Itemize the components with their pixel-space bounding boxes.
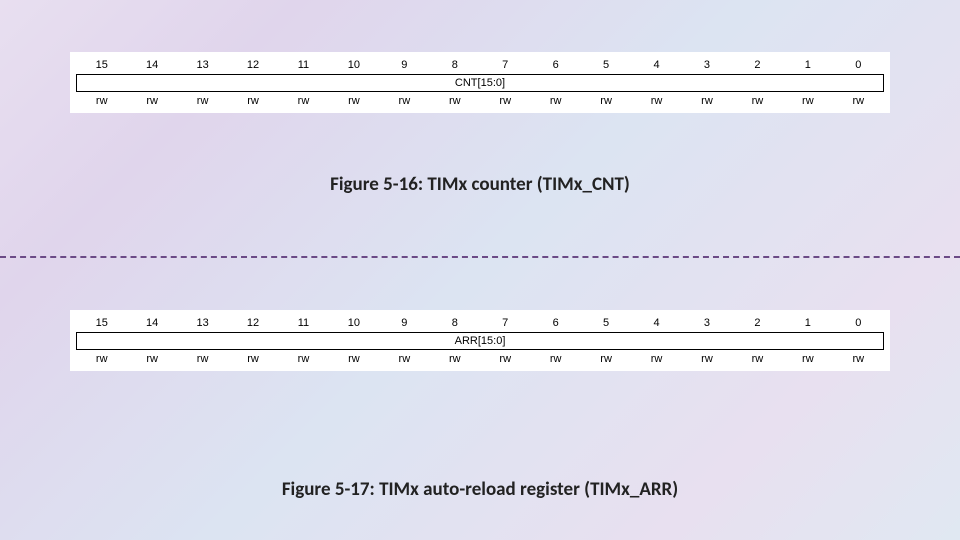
register-table-cnt: 15 14 13 12 11 10 9 8 7 6 5 4 3 2 1 0 CN… <box>70 52 890 113</box>
access-cell: rw <box>177 350 227 366</box>
bit-number: 13 <box>177 314 227 333</box>
access-cell: rw <box>631 350 681 366</box>
bit-number: 12 <box>228 314 278 333</box>
bit-number: 8 <box>430 314 480 333</box>
access-cell: rw <box>480 92 530 108</box>
access-cell: rw <box>480 350 530 366</box>
access-cell: rw <box>783 350 833 366</box>
bit-number: 0 <box>833 314 883 333</box>
access-cell: rw <box>329 92 379 108</box>
register-table: 15 14 13 12 11 10 9 8 7 6 5 4 3 2 1 0 AR… <box>76 314 884 365</box>
bit-number: 1 <box>783 56 833 75</box>
bit-number: 14 <box>127 56 177 75</box>
register-table-arr: 15 14 13 12 11 10 9 8 7 6 5 4 3 2 1 0 AR… <box>70 310 890 371</box>
access-cell: rw <box>127 92 177 108</box>
access-cell: rw <box>783 92 833 108</box>
bit-number: 4 <box>631 314 681 333</box>
bit-number: 11 <box>278 314 328 333</box>
access-cell: rw <box>127 350 177 366</box>
access-cell: rw <box>77 350 127 366</box>
access-cell: rw <box>430 92 480 108</box>
bit-number: 3 <box>682 314 732 333</box>
bit-number: 7 <box>480 314 530 333</box>
bit-number-row: 15 14 13 12 11 10 9 8 7 6 5 4 3 2 1 0 <box>77 56 884 75</box>
access-cell: rw <box>833 92 883 108</box>
bit-number: 0 <box>833 56 883 75</box>
access-cell: rw <box>581 350 631 366</box>
bit-number: 11 <box>278 56 328 75</box>
field-label: ARR[15:0] <box>77 333 884 350</box>
bit-number: 10 <box>329 56 379 75</box>
bit-number: 9 <box>379 56 429 75</box>
bit-number: 12 <box>228 56 278 75</box>
figure-caption-arr: Figure 5-17: TIMx auto-reload register (… <box>0 478 960 501</box>
bit-number: 4 <box>631 56 681 75</box>
bit-number: 5 <box>581 56 631 75</box>
bit-number: 14 <box>127 314 177 333</box>
bit-number: 7 <box>480 56 530 75</box>
bit-number: 15 <box>77 56 127 75</box>
bit-number: 5 <box>581 314 631 333</box>
access-row: rw rw rw rw rw rw rw rw rw rw rw rw rw r… <box>77 350 884 366</box>
access-cell: rw <box>278 350 328 366</box>
bit-number: 2 <box>732 56 782 75</box>
access-cell: rw <box>177 92 227 108</box>
access-cell: rw <box>228 350 278 366</box>
access-cell: rw <box>77 92 127 108</box>
bit-number: 1 <box>783 314 833 333</box>
bit-number: 8 <box>430 56 480 75</box>
access-cell: rw <box>682 350 732 366</box>
access-cell: rw <box>732 350 782 366</box>
access-cell: rw <box>228 92 278 108</box>
bit-number: 6 <box>530 56 580 75</box>
access-cell: rw <box>379 350 429 366</box>
field-name-row: ARR[15:0] <box>77 333 884 350</box>
figure-caption-cnt: Figure 5-16: TIMx counter (TIMx_CNT) <box>0 173 960 196</box>
bit-number: 10 <box>329 314 379 333</box>
access-cell: rw <box>682 92 732 108</box>
bit-number: 2 <box>732 314 782 333</box>
field-name-row: CNT[15:0] <box>77 75 884 92</box>
access-cell: rw <box>278 92 328 108</box>
bit-number-row: 15 14 13 12 11 10 9 8 7 6 5 4 3 2 1 0 <box>77 314 884 333</box>
access-cell: rw <box>379 92 429 108</box>
access-cell: rw <box>329 350 379 366</box>
access-cell: rw <box>631 92 681 108</box>
access-row: rw rw rw rw rw rw rw rw rw rw rw rw rw r… <box>77 92 884 108</box>
access-cell: rw <box>581 92 631 108</box>
access-cell: rw <box>732 92 782 108</box>
section-divider <box>0 256 960 258</box>
access-cell: rw <box>530 92 580 108</box>
bit-number: 15 <box>77 314 127 333</box>
register-table: 15 14 13 12 11 10 9 8 7 6 5 4 3 2 1 0 CN… <box>76 56 884 107</box>
bit-number: 3 <box>682 56 732 75</box>
bit-number: 13 <box>177 56 227 75</box>
bit-number: 9 <box>379 314 429 333</box>
field-label: CNT[15:0] <box>77 75 884 92</box>
bit-number: 6 <box>530 314 580 333</box>
access-cell: rw <box>530 350 580 366</box>
access-cell: rw <box>430 350 480 366</box>
access-cell: rw <box>833 350 883 366</box>
